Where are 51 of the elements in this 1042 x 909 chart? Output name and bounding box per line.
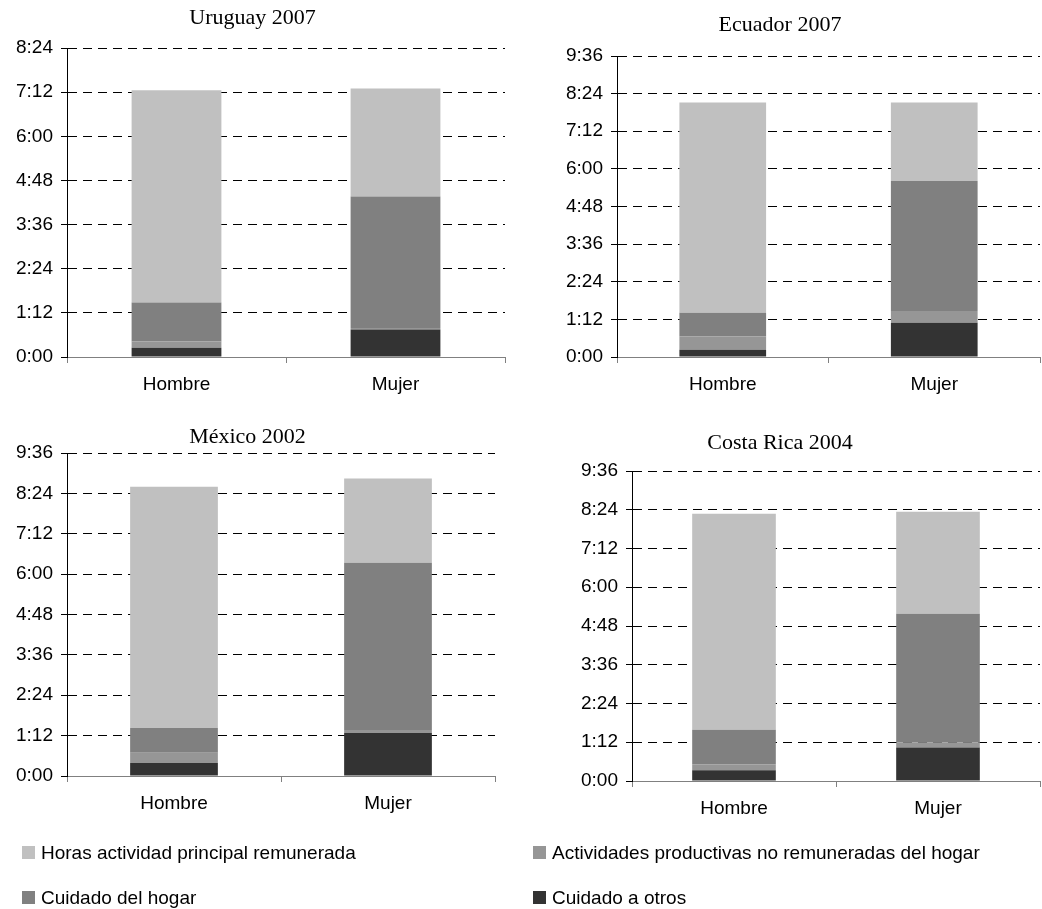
y-tick-label: 0:00 <box>566 345 603 367</box>
y-tick-label: 4:48 <box>581 614 618 636</box>
y-tick-label: 3:36 <box>16 643 53 665</box>
y-tick-label: 6:00 <box>566 157 603 179</box>
y-tick-label: 3:36 <box>16 212 53 234</box>
y-tick-label: 0:00 <box>16 345 53 367</box>
y-tick-label: 8:24 <box>16 36 54 58</box>
y-tick-label: 8:24 <box>16 481 54 503</box>
y-tick-label: 4:48 <box>16 168 53 190</box>
y-tick-label: 8:24 <box>566 81 604 103</box>
y-tick-label: 9:36 <box>581 459 618 481</box>
y-tick-label: 4:48 <box>566 194 603 216</box>
x-tick-label: Mujer <box>914 796 963 818</box>
legend-label: Horas actividad principal remunerada <box>41 841 356 864</box>
y-tick-label: 6:00 <box>581 575 618 597</box>
x-tick-label: Mujer <box>371 372 420 394</box>
y-tick-label: 2:24 <box>581 691 619 713</box>
x-tick-label: Hombre <box>140 791 208 813</box>
y-tick-label: 0:00 <box>16 764 53 786</box>
legend-label: Cuidado del hogar <box>41 886 197 909</box>
y-tick-label: 7:12 <box>16 521 53 543</box>
chart-title: México 2002 <box>189 422 306 448</box>
y-tick-label: 1:12 <box>581 730 618 752</box>
x-tick-label: Hombre <box>688 372 757 394</box>
y-tick-label: 3:36 <box>566 232 603 254</box>
y-tick-label: 0:00 <box>581 769 618 791</box>
x-tick-label: Mujer <box>364 791 413 813</box>
y-tick-label: 9:36 <box>16 441 53 463</box>
y-tick-label: 1:12 <box>566 307 603 329</box>
y-tick-label: 2:24 <box>16 683 54 705</box>
y-tick-label: 4:48 <box>16 602 53 624</box>
chart-title: Uruguay 2007 <box>189 3 316 29</box>
y-tick-label: 1:12 <box>16 301 53 323</box>
x-tick-label: Mujer <box>910 372 959 394</box>
y-tick-label: 7:12 <box>566 119 603 141</box>
y-tick-label: 1:12 <box>16 723 53 745</box>
chart-title: Ecuador 2007 <box>718 10 842 36</box>
legend-label: Cuidado a otros <box>552 886 687 909</box>
y-tick-label: 7:12 <box>581 536 618 558</box>
y-tick-label: 3:36 <box>581 652 618 674</box>
y-tick-label: 8:24 <box>581 497 619 519</box>
y-tick-label: 6:00 <box>16 124 53 146</box>
y-tick-label: 6:00 <box>16 562 53 584</box>
y-tick-label: 9:36 <box>566 44 603 66</box>
legend-label: Actividades productivas no remuneradas del hogar <box>552 841 980 864</box>
x-tick-label: Hombre <box>700 796 768 818</box>
chart-title: Costa Rica 2004 <box>707 428 853 454</box>
x-tick-label: Hombre <box>142 372 211 394</box>
y-tick-label: 2:24 <box>566 269 604 291</box>
y-tick-label: 2:24 <box>16 256 54 278</box>
y-tick-label: 7:12 <box>16 80 53 102</box>
